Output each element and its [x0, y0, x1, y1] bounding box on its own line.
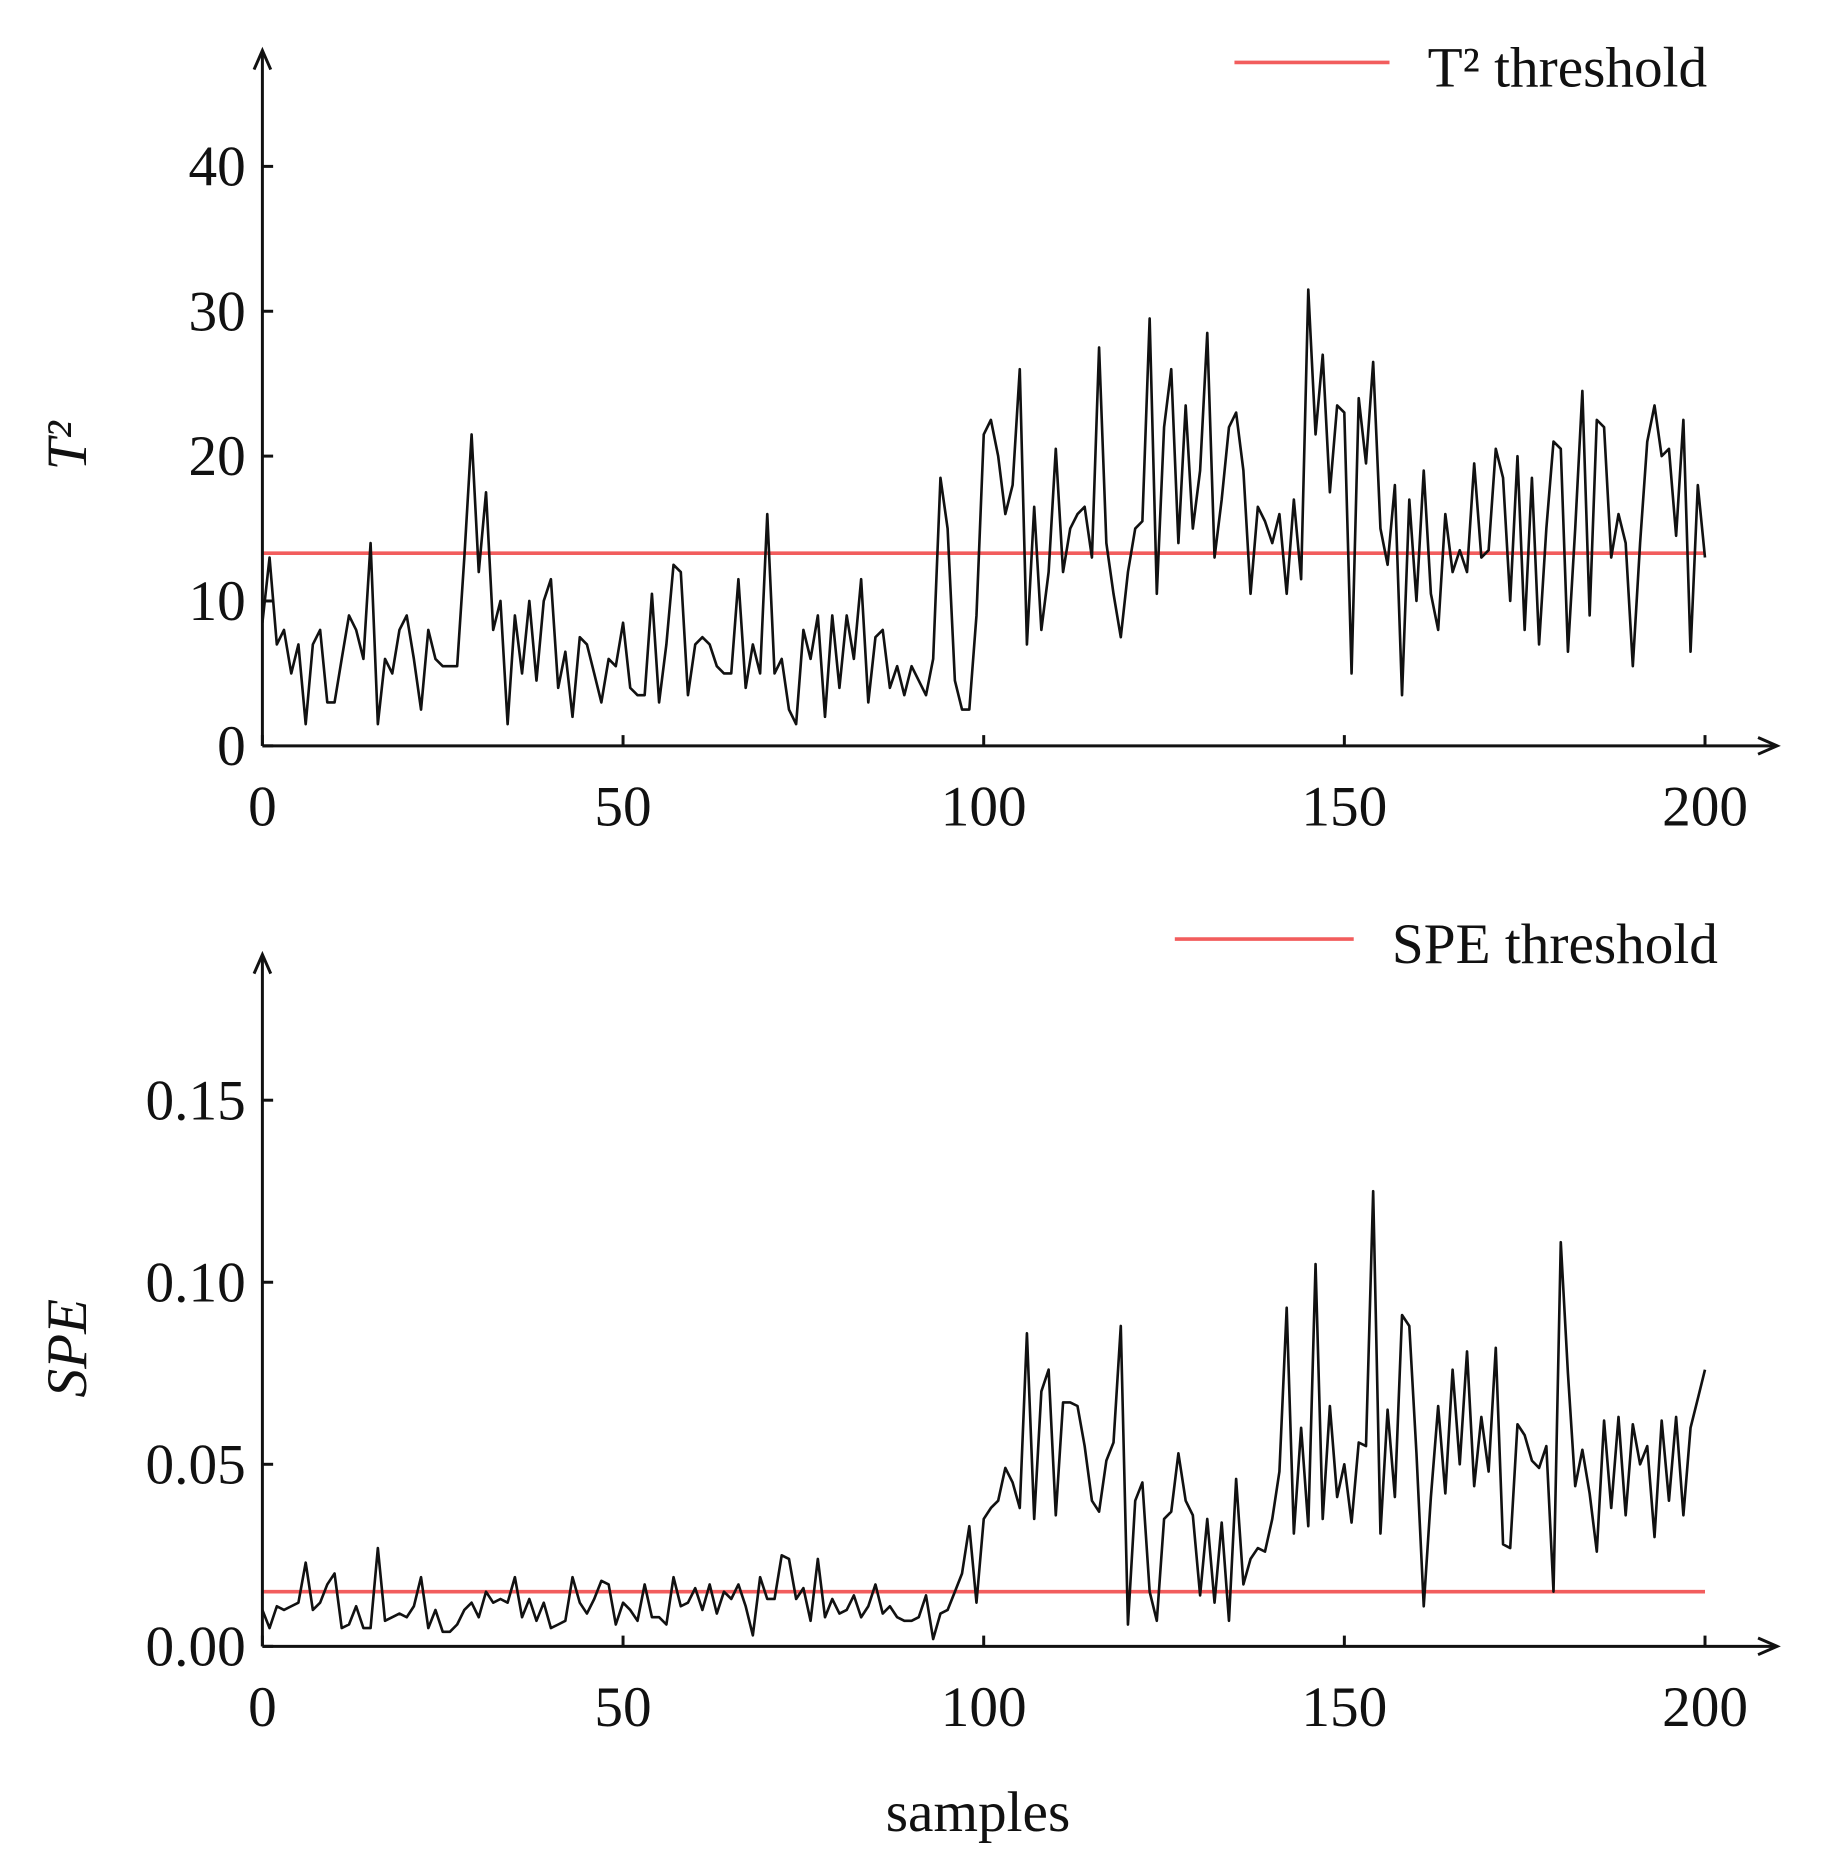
y-tick-label: 10: [188, 570, 245, 633]
x-tick-label: 100: [941, 776, 1027, 839]
x-tick-label: 0: [248, 776, 277, 839]
y-tick-label: 20: [188, 425, 245, 488]
x-axis-arrow: [1757, 1636, 1781, 1657]
x-axis-label: samples: [886, 1781, 1070, 1844]
x-tick-label: 100: [941, 1676, 1027, 1739]
y-tick-label: 40: [188, 135, 245, 198]
y-tick-label: 0: [217, 715, 246, 778]
x-tick-label: 50: [594, 1676, 651, 1739]
y-tick-label: 0.05: [146, 1433, 246, 1496]
y-axis-label: SPE: [36, 1299, 99, 1398]
x-tick-label: 200: [1662, 776, 1748, 839]
y-axis-arrow: [252, 46, 273, 71]
x-tick-label: 0: [248, 1676, 277, 1739]
data-line: [261, 288, 1707, 726]
data-line: [261, 1189, 1707, 1641]
legend-label: SPE threshold: [1392, 913, 1718, 976]
y-tick-label: 0.00: [146, 1615, 246, 1678]
y-tick-label: 30: [188, 280, 245, 343]
y-tick-label: 0.15: [146, 1069, 246, 1132]
x-axis-arrow: [1757, 736, 1781, 756]
y-axis-arrow: [252, 950, 273, 975]
y-tick-label: 0.10: [146, 1251, 246, 1314]
x-tick-label: 50: [594, 776, 651, 839]
x-tick-label: 150: [1301, 776, 1387, 839]
x-tick-label: 150: [1301, 1676, 1387, 1739]
y-axis-label: T²: [36, 421, 99, 471]
legend-label: T² threshold: [1428, 36, 1708, 99]
x-tick-label: 200: [1662, 1676, 1748, 1739]
